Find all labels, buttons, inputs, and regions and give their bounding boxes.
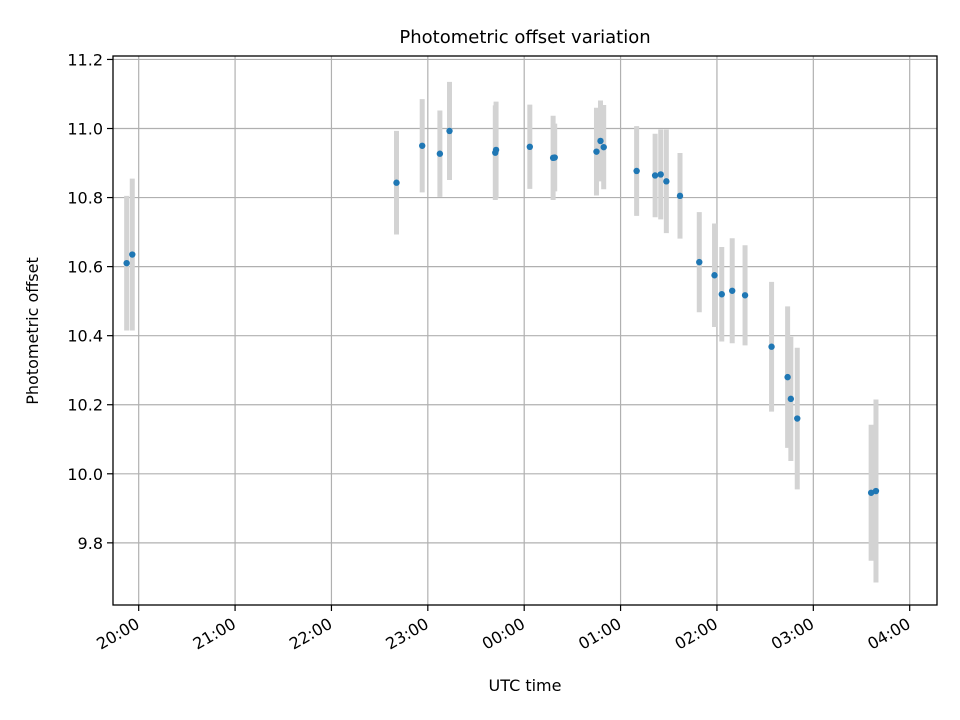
data-point xyxy=(551,154,558,161)
y-tick-label: 10.8 xyxy=(67,189,103,208)
data-point xyxy=(794,415,801,422)
y-axis: 9.8 10.0 10.2 10.4 10.6 10.8 11.0 11.2 xyxy=(67,50,113,553)
data-point xyxy=(787,395,795,403)
chart-title: Photometric offset variation xyxy=(399,27,650,48)
data-points xyxy=(123,127,880,496)
data-point xyxy=(393,179,400,186)
data-point xyxy=(446,127,453,135)
y-tick-label: 11.2 xyxy=(67,50,103,69)
data-point xyxy=(676,192,684,200)
y-tick-label: 9.8 xyxy=(78,534,103,553)
data-point xyxy=(711,272,718,279)
data-point xyxy=(597,137,604,145)
data-point xyxy=(867,489,875,496)
data-point xyxy=(492,146,500,154)
data-point xyxy=(663,178,670,185)
plot-frame xyxy=(112,55,938,606)
data-point xyxy=(633,167,640,175)
y-tick-label: 10.4 xyxy=(67,327,103,346)
data-point xyxy=(129,251,136,258)
y-tick-label: 11.0 xyxy=(67,120,103,139)
data-point xyxy=(729,287,736,294)
data-point xyxy=(651,172,659,179)
data-point xyxy=(784,373,791,381)
data-point xyxy=(123,259,130,267)
data-point xyxy=(526,143,534,151)
data-point xyxy=(657,171,664,178)
y-tick-label: 10.6 xyxy=(67,258,103,277)
grid xyxy=(113,56,937,605)
data-point xyxy=(419,142,426,149)
data-point xyxy=(872,487,880,495)
x-axis-label: UTC time xyxy=(489,676,562,695)
data-point xyxy=(741,292,749,299)
y-axis-label: Photometric offset xyxy=(23,257,42,405)
data-point xyxy=(593,148,600,155)
data-point xyxy=(768,343,775,350)
data-point xyxy=(436,150,444,157)
data-point xyxy=(718,291,725,298)
data-point xyxy=(696,258,703,266)
data-point xyxy=(600,143,607,151)
y-tick-label: 10.2 xyxy=(67,396,103,415)
y-tick-label: 10.0 xyxy=(67,465,103,484)
